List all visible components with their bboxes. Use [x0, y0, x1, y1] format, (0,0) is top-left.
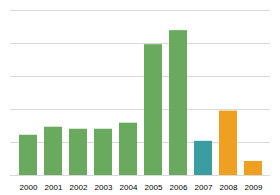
svg-text:2000: 2000	[20, 183, 38, 192]
svg-text:2004: 2004	[120, 183, 138, 192]
svg-text:2008: 2008	[220, 183, 238, 192]
svg-text:2006: 2006	[170, 183, 188, 192]
svg-text:2007: 2007	[195, 183, 213, 192]
svg-text:2003: 2003	[95, 183, 113, 192]
svg-text:2002: 2002	[70, 183, 88, 192]
svg-text:2009: 2009	[245, 183, 263, 192]
svg-text:2005: 2005	[145, 183, 163, 192]
svg-text:2001: 2001	[45, 183, 63, 192]
